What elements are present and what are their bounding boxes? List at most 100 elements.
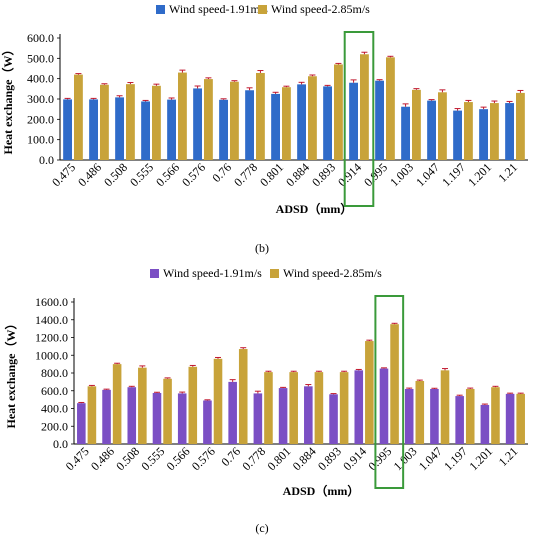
y-tick-label: 400.0 <box>41 402 68 416</box>
bar-s1 <box>349 82 358 160</box>
bar-s1 <box>115 97 124 160</box>
y-axis-title: Heat exchange（W） <box>0 44 15 155</box>
bar-s1 <box>379 368 389 444</box>
bar-s1 <box>102 389 111 444</box>
y-tick-label: 200.0 <box>27 112 54 126</box>
legend-label: Wind speed-2.85m/s <box>283 266 382 280</box>
y-tick-label: 500.0 <box>27 51 54 65</box>
bar-s2 <box>100 84 109 160</box>
bar-s2 <box>87 386 97 444</box>
x-tick-label: 0.893 <box>315 444 344 473</box>
bar-s1 <box>228 381 237 444</box>
x-tick-label: 1.21 <box>495 160 520 185</box>
x-tick-label: 1.201 <box>466 444 495 473</box>
bar-s1 <box>479 109 488 160</box>
bar-s2 <box>138 367 147 444</box>
legend-label: Wind speed-1.91m/s <box>169 2 268 16</box>
bar-s1 <box>245 90 254 160</box>
x-tick-label: 0.555 <box>127 160 156 189</box>
legend-swatch <box>150 269 159 278</box>
bar-s2 <box>230 81 239 160</box>
bar-s2 <box>412 89 421 160</box>
x-tick-label: 0.778 <box>239 444 268 473</box>
bar-s1 <box>304 386 313 444</box>
bar-s2 <box>516 393 525 444</box>
x-tick-label: 0.576 <box>189 444 218 473</box>
bar-s2 <box>282 87 291 160</box>
x-tick-label: 0.893 <box>309 160 338 189</box>
y-tick-label: 300.0 <box>27 92 54 106</box>
bar-s2 <box>365 341 374 444</box>
x-tick-label: 0.884 <box>283 160 312 189</box>
x-tick-label: 0.508 <box>101 160 130 189</box>
bar-s1 <box>323 86 332 160</box>
x-tick-label: 1.201 <box>465 160 494 189</box>
y-tick-label: 0.0 <box>39 153 54 167</box>
bar-s2 <box>386 57 395 160</box>
x-tick-label: 1.003 <box>387 160 416 189</box>
bar-s2 <box>256 72 265 160</box>
bar-s1 <box>177 393 187 444</box>
bar-s2 <box>464 102 473 160</box>
bar-s2 <box>74 74 83 160</box>
bar-s2 <box>465 388 475 444</box>
bar-s1 <box>219 99 228 160</box>
panel-label: (b) <box>255 241 269 255</box>
x-tick-label: 0.555 <box>138 444 167 473</box>
x-axis-title: ADSD（mm） <box>276 201 353 216</box>
bar-s2 <box>152 85 161 160</box>
bar-s1 <box>505 393 515 444</box>
x-tick-label: 0.914 <box>335 160 364 189</box>
bar-s1 <box>193 88 202 160</box>
bar-s1 <box>480 404 490 444</box>
y-tick-label: 1400.0 <box>35 313 68 327</box>
bar-s2 <box>178 72 187 160</box>
x-tick-label: 1.21 <box>496 444 521 469</box>
x-tick-label: 1.197 <box>441 444 470 473</box>
x-tick-label: 1.003 <box>391 444 420 473</box>
bar-s1 <box>278 388 288 444</box>
x-tick-label: 0.995 <box>365 444 394 473</box>
bar-s2 <box>490 103 499 160</box>
legend-swatch <box>258 5 267 14</box>
x-tick-label: 0.801 <box>257 160 286 189</box>
bar-s2 <box>238 349 248 444</box>
bar-s1 <box>253 393 263 444</box>
bar-s1 <box>141 101 150 160</box>
x-tick-label: 0.76 <box>209 160 234 185</box>
legend-label: Wind speed-1.91m/s <box>163 266 262 280</box>
bar-s1 <box>375 80 384 160</box>
bar-s2 <box>334 64 343 160</box>
bar-s1 <box>127 387 137 444</box>
y-tick-label: 1600.0 <box>35 295 68 309</box>
y-tick-label: 0.0 <box>53 437 68 451</box>
x-tick-label: 0.508 <box>113 444 142 473</box>
bar-s1 <box>167 99 176 160</box>
bar-s1 <box>329 394 338 444</box>
x-tick-label: 0.486 <box>75 160 104 189</box>
bar-s2 <box>339 372 349 444</box>
bar-s2 <box>188 366 198 444</box>
bar-s1 <box>427 100 436 160</box>
legend-swatch <box>156 5 165 14</box>
bar-s1 <box>404 388 414 444</box>
bar-s1 <box>401 106 410 160</box>
bar-s1 <box>455 396 464 444</box>
x-tick-label: 0.566 <box>153 160 182 189</box>
x-tick-label: 1.197 <box>439 160 468 189</box>
x-tick-label: 0.486 <box>88 444 117 473</box>
bar-s1 <box>63 99 72 160</box>
x-tick-label: 1.047 <box>416 444 445 473</box>
bar-s1 <box>89 99 98 160</box>
highlight-box <box>374 295 405 489</box>
x-tick-label: 0.884 <box>290 444 319 473</box>
bar-s1 <box>77 403 86 444</box>
y-axis-title: Heat exchange（W） <box>3 318 18 429</box>
y-tick-label: 600.0 <box>41 384 68 398</box>
bar-s2 <box>415 380 425 444</box>
x-tick-label: 0.76 <box>218 444 243 469</box>
bar-s2 <box>491 387 500 444</box>
x-tick-label: 0.778 <box>231 160 260 189</box>
bar-s2 <box>440 370 450 444</box>
